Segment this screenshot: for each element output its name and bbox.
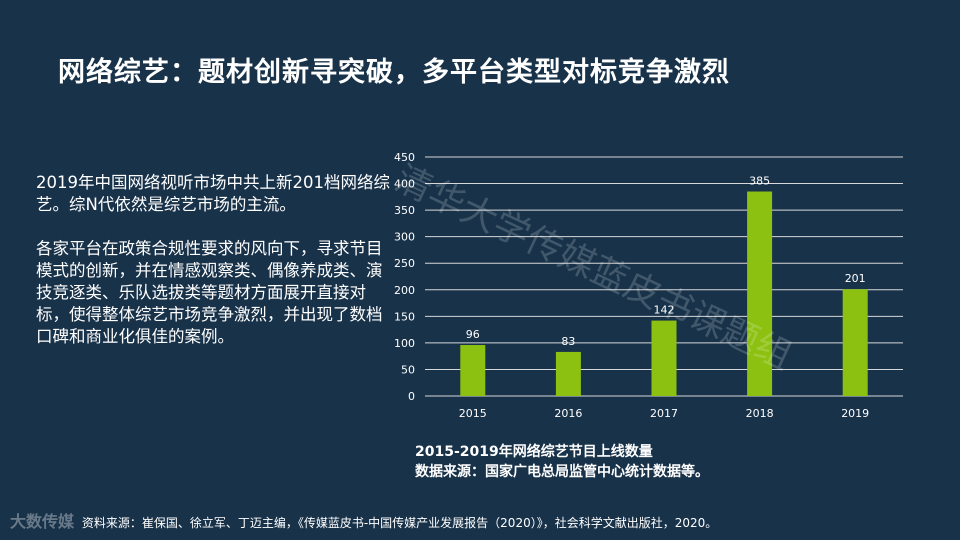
body-text: 2019年中国网络视听市场中共上新201档网络综艺。综N代依然是综艺市场的主流。…	[36, 172, 391, 370]
y-tick-label: 50	[401, 363, 415, 376]
y-tick-label: 400	[394, 178, 415, 191]
y-tick-label: 350	[394, 204, 415, 217]
data-label: 83	[561, 335, 575, 348]
y-tick-label: 450	[394, 151, 415, 164]
chart-y-ticks: 0 50 100 150 200 250 300 350 400 450	[394, 151, 415, 403]
y-tick-label: 300	[394, 231, 415, 244]
y-tick-label: 150	[394, 310, 415, 323]
bar	[651, 320, 677, 396]
page-title: 网络综艺：题材创新寻突破，多平台类型对标竞争激烈	[58, 57, 730, 88]
brand-logo: 大数传媒	[10, 512, 75, 531]
y-tick-label: 200	[394, 284, 415, 297]
body-paragraph-1: 2019年中国网络视听市场中共上新201档网络综艺。综N代依然是综艺市场的主流。	[36, 173, 390, 214]
footer-source: 资料来源：崔保国、徐立军、丁迈主编，《传媒蓝皮书-中国传媒产业发展报告（2020…	[81, 516, 718, 530]
body-paragraph-2: 各家平台在政策合规性要求的风向下，寻求节目模式的创新，并在情感观察类、偶像养成类…	[36, 239, 383, 346]
y-tick-label: 0	[408, 390, 415, 403]
data-label: 385	[749, 175, 770, 188]
x-tick-label: 2019	[841, 407, 869, 420]
data-label: 201	[845, 272, 866, 285]
caption-source: 数据来源：国家广电总局监管中心统计数据等。	[415, 464, 709, 480]
x-tick-label: 2016	[554, 407, 582, 420]
y-tick-label: 100	[394, 337, 415, 350]
x-tick-label: 2015	[459, 407, 487, 420]
chart-x-ticks: 2015 2016 2017 2018 2019	[459, 407, 869, 420]
bar	[747, 191, 773, 396]
chart-data-labels: 96 83 142 385 201	[466, 175, 866, 348]
chart-gridlines	[425, 156, 903, 397]
chart-bars	[460, 191, 868, 396]
footer: 大数传媒 资料来源：崔保国、徐立军、丁迈主编，《传媒蓝皮书-中国传媒产业发展报告…	[10, 508, 717, 532]
caption-title: 2015-2019年网络综艺节目上线数量	[415, 444, 653, 460]
data-label: 142	[654, 304, 675, 317]
bar-chart: 0 50 100 150 200 250 300 350 400 450 96 83 142 385 20…	[394, 151, 903, 420]
chart-caption: 2015-2019年网络综艺节目上线数量 数据来源：国家广电总局监管中心统计数据…	[415, 442, 709, 482]
x-tick-label: 2017	[650, 407, 678, 420]
x-tick-label: 2018	[746, 407, 774, 420]
bar	[460, 345, 486, 396]
bar	[842, 289, 868, 396]
bar	[555, 351, 581, 396]
data-label: 96	[466, 328, 480, 341]
y-tick-label: 250	[394, 257, 415, 270]
